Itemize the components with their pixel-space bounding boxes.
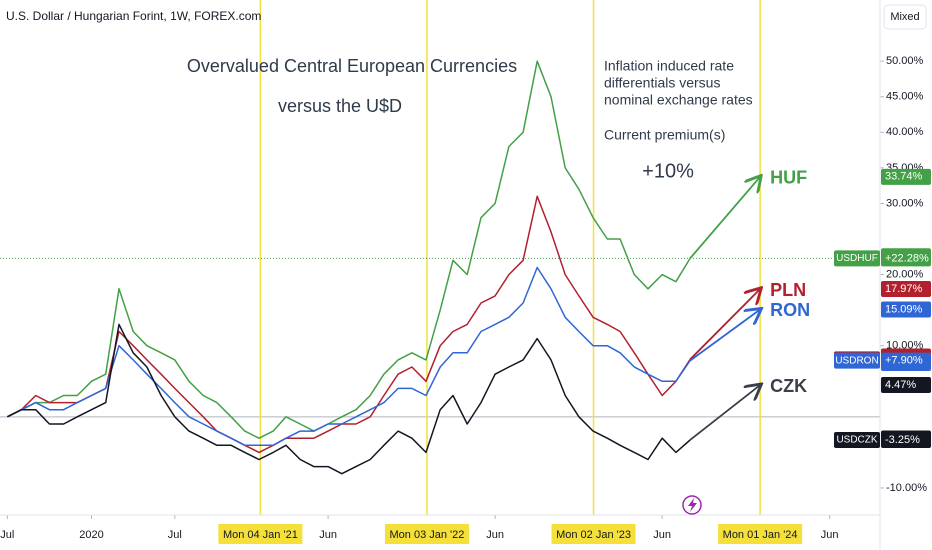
- target-badge: [881, 281, 931, 298]
- series-line: [6, 195, 691, 454]
- series-name-badge: [834, 250, 880, 267]
- premium-label: Current premium(s): [604, 127, 725, 143]
- last-value-badge: [881, 352, 931, 369]
- target-badge-label: 33.74%: [885, 171, 923, 183]
- projection-arrow: [689, 309, 760, 362]
- x-tick-label: Mon 02 Jan '23: [556, 529, 631, 541]
- x-tick-label: Mon 04 Jan '21: [223, 529, 298, 541]
- series-line: [6, 60, 691, 439]
- lines-layer: [0, 60, 880, 475]
- y-tick-label: 20.00%: [886, 268, 924, 280]
- x-tick-highlight: [551, 524, 636, 544]
- last-value-badge: [881, 250, 931, 267]
- y-tick-label: -10.00%: [886, 482, 927, 494]
- y-tick-label: 45.00%: [886, 91, 924, 103]
- x-tick-label: Jul: [0, 529, 14, 541]
- grid-layer: [0, 0, 884, 519]
- projection-arrow: [689, 177, 760, 259]
- premium-value: +10%: [642, 160, 694, 182]
- projection-label: CZK: [770, 376, 807, 396]
- y-tick-label: 30.00%: [886, 197, 924, 209]
- x-tick-label: Mon 01 Jan '24: [723, 529, 798, 541]
- series-name-badge: [834, 352, 880, 369]
- y-tick-label: 50.00%: [886, 55, 924, 67]
- scale-mode-label[interactable]: Mixed: [890, 11, 919, 23]
- x-tick-label: Jun: [821, 529, 839, 541]
- x-tick-highlight: [384, 524, 469, 544]
- last-value-label: -3.25%: [885, 434, 920, 446]
- header: U.S. Dollar / Hungarian Forint, 1W, FORE…: [6, 9, 261, 23]
- target-badge: [881, 377, 931, 394]
- event-icon-bolt[interactable]: [688, 498, 697, 512]
- last-value-label: +22.28%: [885, 252, 929, 264]
- x-tick-label: Jun: [653, 529, 671, 541]
- series-name: USDHUF: [836, 253, 878, 264]
- x-tick-label: Jun: [486, 529, 504, 541]
- series-line: [6, 266, 691, 447]
- projection-label: RON: [770, 300, 810, 320]
- target-badge-label: 15.09%: [885, 303, 923, 315]
- target-badge: [881, 301, 931, 318]
- x-tick-label: Jul: [168, 529, 182, 541]
- subtitle: versus the U$D: [278, 96, 402, 116]
- note-line: nominal exchange rates: [604, 92, 753, 108]
- series-name: USDRON: [835, 355, 878, 366]
- x-tick-label: Jun: [319, 529, 337, 541]
- last-value-badge: [881, 431, 931, 448]
- target-badge: [881, 168, 931, 185]
- series-name: USDCZK: [836, 435, 877, 446]
- projection-arrow: [689, 385, 760, 441]
- projection-label: HUF: [770, 168, 807, 188]
- series-name-badge: [834, 431, 880, 448]
- event-icon[interactable]: [682, 495, 702, 515]
- x-tick-highlight: [718, 524, 803, 544]
- last-value-label: +7.90%: [885, 355, 923, 367]
- projection-label: PLN: [770, 280, 806, 300]
- x-tick-label: 2020: [79, 529, 103, 541]
- y-tick-label: 40.00%: [886, 126, 924, 138]
- x-tick-highlight: [218, 524, 303, 544]
- note-line: Inflation induced rate: [604, 58, 734, 74]
- target-badge-label: 4.47%: [885, 379, 916, 391]
- projection-arrow: [689, 289, 760, 361]
- scale-mode-button[interactable]: [883, 4, 927, 30]
- x-tick-label: Mon 03 Jan '22: [390, 529, 465, 541]
- note-line: differentials versus: [604, 75, 720, 91]
- target-badge-label: 17.97%: [885, 283, 923, 295]
- title: Overvalued Central European Currencies: [187, 56, 517, 76]
- series-line: [6, 323, 691, 475]
